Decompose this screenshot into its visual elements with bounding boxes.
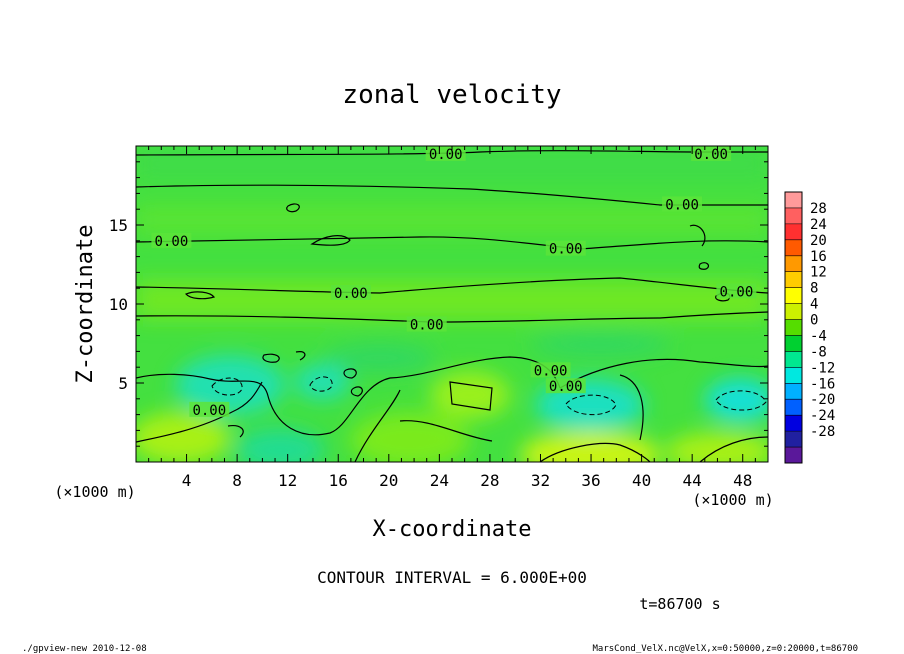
colorbar-swatch [785, 319, 802, 336]
contour-label: 0.00 [192, 403, 226, 419]
colorbar-swatch [785, 399, 802, 416]
contour-label: 0.00 [549, 242, 583, 258]
y-tick-label: 15 [109, 216, 128, 235]
colorbar-label: 28 [810, 201, 827, 217]
y-tick-label: 10 [109, 295, 128, 314]
x-tick-label: 48 [733, 471, 752, 490]
colorbar-swatch [785, 303, 802, 321]
footer-left: ./gpview-new 2010-12-08 [22, 644, 147, 654]
x-tick-label: 28 [480, 471, 499, 490]
contour-label-bg [330, 284, 371, 300]
footer-right: MarsCond_VelX.nc@VelX,x=0:50000,z=0:2000… [592, 644, 858, 654]
colorbar-label: 0 [810, 313, 818, 329]
contour-label-bg [151, 232, 192, 248]
contour-label: 0.00 [720, 284, 754, 300]
colorbar-swatch [785, 255, 802, 273]
contour-label: 0.00 [534, 363, 568, 379]
contour-lines [136, 150, 768, 462]
colorbar-label: -8 [810, 344, 827, 360]
x-tick-label: 8 [232, 471, 242, 490]
colorbar-label: 20 [810, 233, 827, 249]
negative-contours [211, 376, 767, 416]
contour-label: 0.00 [429, 147, 463, 163]
contour-label: 0.00 [410, 318, 444, 334]
colorbar-label: 16 [810, 249, 827, 265]
colorbar-swatch [785, 287, 802, 305]
colorbar-swatch [785, 207, 802, 225]
colorbar-swatch [785, 239, 802, 257]
x-tick-label: 32 [531, 471, 550, 490]
contour-label-bg [662, 196, 703, 212]
colorbar-label: -16 [810, 376, 835, 392]
colorbar-swatch [785, 223, 802, 241]
colorbar-swatch [785, 192, 802, 209]
colorbar-label: 24 [810, 217, 827, 233]
colorbar-swatch [785, 447, 802, 464]
contour-label: 0.00 [334, 286, 368, 302]
colorbar-label: -20 [810, 392, 835, 408]
chart-title: zonal velocity [342, 80, 561, 110]
colorbar-label: -4 [810, 328, 827, 344]
colorbar-label: -28 [810, 424, 835, 440]
x-tick-label: 40 [632, 471, 651, 490]
contour-label: 0.00 [549, 379, 583, 395]
x-tick-label: 20 [379, 471, 398, 490]
plot-area: 0.00 0.000.000.00 0.000.000.000.000.000.00… [136, 146, 768, 462]
colorbar-label: 4 [810, 297, 818, 313]
x-unit-label-left: (×1000 m) [54, 483, 135, 501]
x-tick-label: 44 [683, 471, 702, 490]
colorbar-label: -24 [810, 408, 835, 424]
contour-label-bg [691, 146, 732, 161]
contour-label: 0.00 [694, 147, 728, 163]
colorbar-label: -12 [810, 360, 835, 376]
x-tick-label: 24 [430, 471, 449, 490]
colorbar-swatch [785, 383, 802, 400]
colorbar-frame [784, 191, 803, 464]
colorbar-swatch [785, 367, 802, 384]
contour-label: 0.00 [155, 234, 189, 250]
time-label: t=86700 s [639, 595, 720, 613]
contour-label-bg [406, 316, 447, 332]
colorbar-swatch [785, 431, 802, 448]
contour-label-bg [530, 362, 571, 378]
contour-interval-text: CONTOUR INTERVAL = 6.000E+00 [317, 568, 587, 587]
x-unit-label-right: (×1000 m) [692, 491, 773, 509]
contour-label-bg [545, 378, 586, 394]
y-axis-label: Z-coordinate [73, 225, 98, 384]
contour-label-bg [425, 146, 466, 161]
colorbar-swatch [785, 415, 802, 432]
colorbar-swatch [785, 335, 802, 352]
contour-label-bg [189, 401, 230, 417]
colorbar-swatch [785, 351, 802, 368]
contour-labels: 0.00 0.000.000.00 0.000.000.000.000.000.00… [151, 146, 757, 419]
x-tick-label: 12 [278, 471, 297, 490]
contour-label-bg [545, 240, 586, 256]
x-tick-label: 36 [581, 471, 600, 490]
colorbar-label: 8 [810, 281, 818, 297]
x-axis-label: X-coordinate [373, 517, 532, 542]
contour-label: 0.00 [665, 197, 699, 213]
contour-label-bg [716, 283, 757, 299]
colorbar-swatch [785, 271, 802, 289]
x-tick-label: 4 [182, 471, 192, 490]
y-tick-label: 5 [118, 374, 128, 393]
colorbar-label: 12 [810, 265, 827, 281]
x-tick-label: 16 [329, 471, 348, 490]
